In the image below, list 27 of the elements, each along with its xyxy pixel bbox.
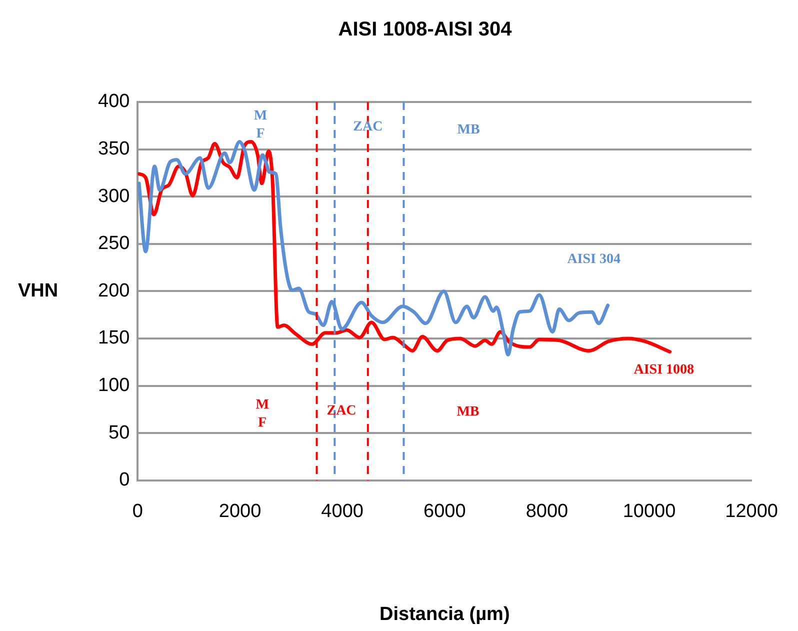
y-tick-label: 300 — [98, 186, 130, 207]
x-tick-label: 2000 — [218, 501, 262, 522]
series-label: AISI 1008 — [634, 362, 694, 378]
x-tick-label: 6000 — [424, 501, 466, 522]
y-tick-label: 400 — [98, 91, 130, 112]
y-tick-label: 200 — [98, 280, 130, 302]
annotation: M F — [256, 397, 269, 430]
annotation: MB — [456, 404, 480, 420]
y-axis-title: VHN — [18, 280, 58, 302]
text: AISI 304 — [567, 252, 620, 267]
x-tick-label: 0 — [132, 501, 143, 522]
x-axis-title: Distancia (µm) — [380, 604, 510, 625]
x-tick-label: 12000 — [725, 501, 778, 522]
x-tick-label: 8000 — [526, 501, 568, 522]
y-tick-label: 100 — [98, 375, 130, 396]
y-tick-label: 0 — [119, 470, 130, 491]
x-tick-label: 10000 — [622, 501, 676, 522]
x-tick-label: 4000 — [321, 501, 364, 522]
y-tick-label: 150 — [98, 328, 130, 349]
chart-title: AISI 1008-AISI 304 — [338, 18, 513, 41]
annotation: ZAC — [326, 403, 356, 418]
annotation: MB — [457, 122, 480, 138]
annotation: M F — [254, 108, 268, 142]
annotation: ZAC — [353, 120, 383, 135]
y-tick-label: 350 — [98, 138, 130, 160]
y-tick-label: 50 — [108, 422, 130, 444]
y-tick-label: 250 — [98, 233, 130, 254]
